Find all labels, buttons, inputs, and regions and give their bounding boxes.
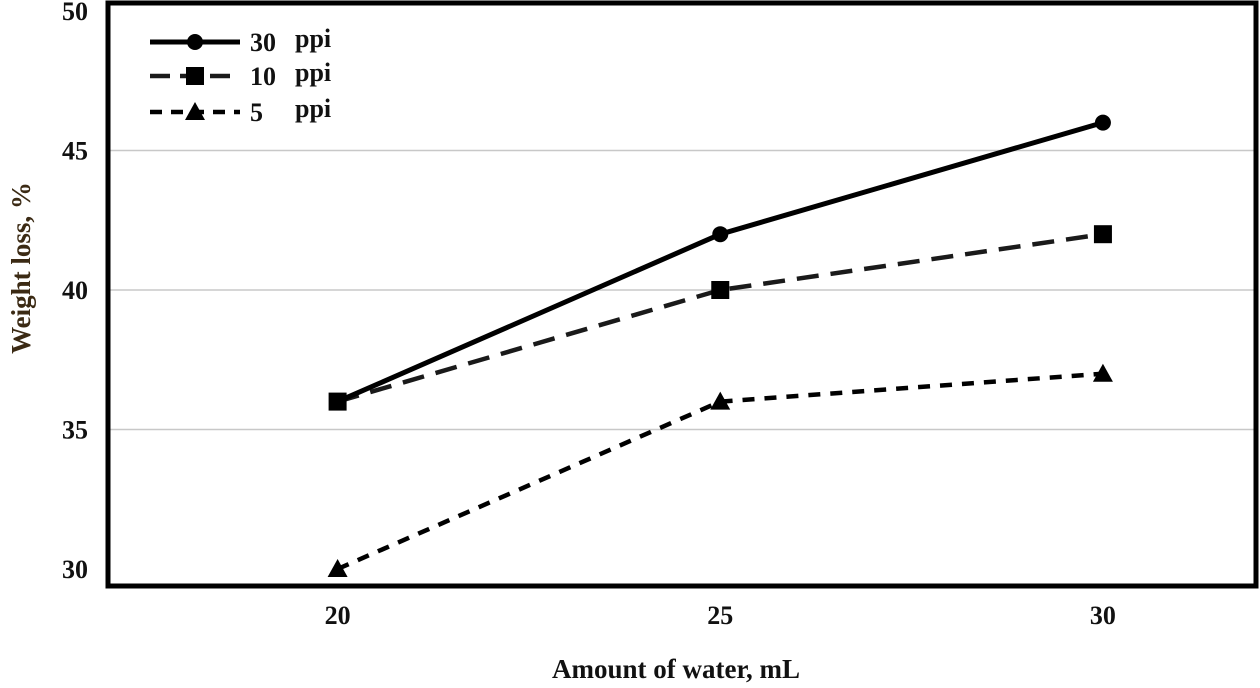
x-axis-ticks: 20 25 30 bbox=[325, 601, 1116, 630]
legend-marker bbox=[185, 102, 205, 120]
y-tick-label: 30 bbox=[62, 555, 88, 584]
legend-label-unit: ppi bbox=[295, 58, 331, 87]
legend-label-number: 5 bbox=[250, 98, 263, 127]
series-group bbox=[327, 114, 1113, 577]
legend-marker bbox=[187, 34, 203, 50]
y-tick-label: 40 bbox=[62, 276, 88, 305]
plot-frame bbox=[105, 0, 1259, 589]
y-tick-label: 50 bbox=[62, 0, 88, 26]
y-tick-label: 45 bbox=[62, 137, 88, 166]
data-point bbox=[711, 281, 730, 299]
x-axis-title: Amount of water, mL bbox=[552, 654, 800, 684]
data-point bbox=[1093, 225, 1112, 244]
y-axis-title: Weight loss, % bbox=[6, 182, 36, 354]
legend-entry: 10 ppi bbox=[150, 58, 331, 91]
x-tick-label: 20 bbox=[325, 601, 351, 630]
legend-entry: 5 ppi bbox=[150, 94, 331, 127]
data-point bbox=[329, 393, 346, 410]
series-2 bbox=[327, 363, 1113, 577]
data-point bbox=[1092, 363, 1113, 382]
x-tick-label: 30 bbox=[1090, 601, 1116, 630]
x-tick-label: 25 bbox=[707, 601, 733, 630]
y-tick-label: 35 bbox=[62, 416, 88, 445]
series-line bbox=[336, 371, 1104, 572]
series-0 bbox=[329, 114, 1111, 410]
data-point bbox=[327, 559, 348, 577]
series-1 bbox=[328, 225, 1112, 411]
legend-marker bbox=[186, 67, 204, 85]
legend-entry: 30 ppi bbox=[150, 24, 331, 57]
series-line bbox=[336, 120, 1104, 404]
data-point bbox=[712, 226, 729, 243]
data-point bbox=[1094, 114, 1111, 131]
series-line bbox=[336, 231, 1104, 404]
y-axis-ticks: 30 35 40 45 50 bbox=[62, 0, 88, 584]
legend: 30 ppi 10 ppi 5 ppi bbox=[150, 24, 331, 127]
legend-label-unit: ppi bbox=[295, 94, 331, 123]
data-point bbox=[710, 391, 731, 410]
legend-label-number: 10 bbox=[250, 62, 276, 91]
legend-label-number: 30 bbox=[250, 28, 276, 57]
legend-label-unit: ppi bbox=[295, 24, 331, 53]
gridlines bbox=[108, 149, 1256, 431]
